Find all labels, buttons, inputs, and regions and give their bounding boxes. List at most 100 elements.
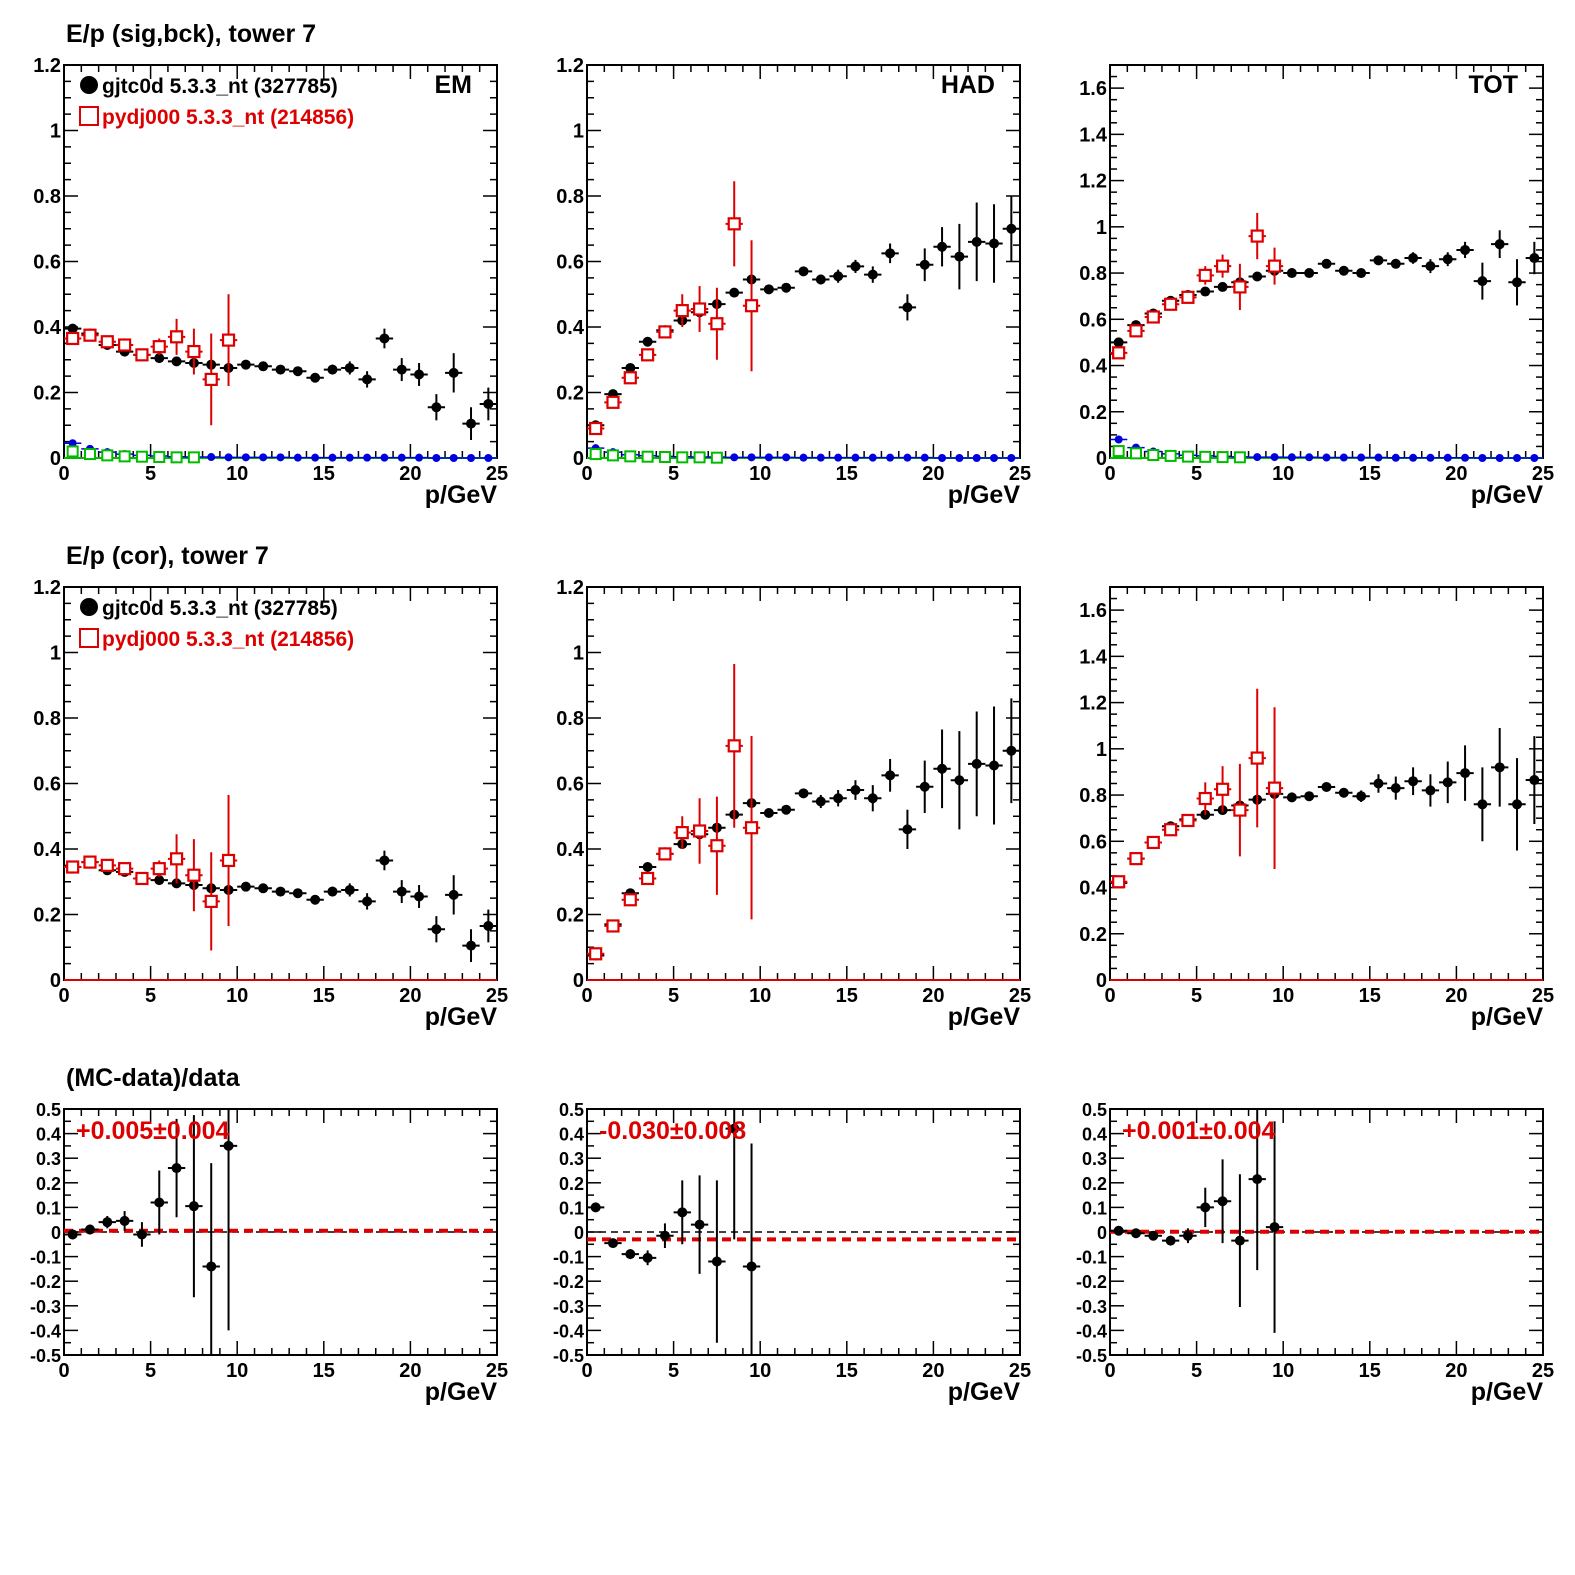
y-tick-label: 0.4 [1079,356,1108,378]
data-point [1165,1235,1176,1246]
bck-data-point [1007,454,1016,462]
x-tick-label: 10 [226,1360,248,1382]
y-tick-label: 0.3 [36,1149,61,1169]
bck-data-point [955,454,964,462]
data-point [171,356,182,367]
fit-result-label: +0.001±0.004 [1122,1117,1276,1145]
data-point [833,793,844,804]
y-tick-label: -0.3 [553,1297,584,1317]
data-point [1373,778,1384,789]
y-tick-label: 0.4 [1082,1125,1107,1145]
data-point [954,251,965,262]
mc-point [692,824,707,838]
mc-point [1146,835,1160,850]
x-tick-label: 15 [836,985,858,1007]
y-tick-label: 0.1 [36,1198,61,1218]
y-tick-label: 0.1 [1082,1198,1107,1218]
x-tick-label: 20 [922,1360,944,1382]
mc-point [204,894,218,909]
y-tick-label: 1 [573,643,584,665]
bck-mc-point [1129,447,1142,460]
data-point [781,804,792,815]
x-tick-label: 5 [1191,1360,1202,1382]
data-point [1512,277,1523,288]
plot-panel: 0 5 10 15 20 25 0 0.2 0.4 0.6 0.8 1 1.2 p/GeV HAD [556,55,1031,509]
y-tick-label: 0 [573,970,584,992]
x-tick-label: 0 [1104,985,1115,1007]
data-point [1321,258,1332,269]
bck-data-point [1339,453,1348,462]
mc-point [83,855,97,869]
x-tick-label: 0 [58,985,69,1007]
bck-data-point [747,453,756,462]
data-point [590,1202,601,1213]
data-point [396,364,407,375]
bck-mc-point [1233,451,1246,464]
x-tick-label: 0 [581,463,592,485]
x-axis-label: p/GeV [425,1003,498,1031]
mc-point [641,871,655,886]
bck-mc-point [589,448,602,461]
data-point [798,266,809,277]
bck-data-point [467,454,476,462]
data-point [344,884,355,895]
mc-point [1129,324,1143,338]
data-point [154,353,165,364]
x-tick-label: 25 [486,985,508,1007]
bck-data-point [328,453,337,462]
y-tick-label: -0.3 [30,1297,61,1317]
bck-data-point [397,453,406,462]
bck-mc-point [606,449,619,462]
data-point [275,364,286,375]
bck-data-point [816,453,825,462]
bck-data-point [1426,453,1435,462]
row-title-ratio: (MC-data)/data [66,1064,240,1092]
bck-data-point [903,453,912,462]
bck-data-point [345,453,354,462]
mc-point [744,821,759,835]
data-point [431,402,442,413]
panel-label: HAD [941,71,995,99]
fit-result-label: -0.030±0.008 [599,1117,746,1145]
y-tick-label: 0 [574,1223,584,1243]
x-tick-label: 15 [1359,1360,1381,1382]
y-tick-label: 0.2 [1079,402,1107,424]
data-point [310,372,321,383]
bck-data-point [851,453,860,462]
y-tick-label: 1.2 [33,577,61,599]
bck-mc-point [1181,450,1194,463]
y-tick-label: 0.8 [1079,785,1107,807]
data-point [1494,239,1505,250]
bck-mc-point [1147,448,1160,461]
x-tick-label: 15 [313,985,335,1007]
mc-point [606,919,620,933]
y-tick-label: 0.6 [1079,831,1107,853]
legend-marker-data [80,598,98,616]
mc-point [1233,280,1247,294]
y-tick-label: 1.2 [1079,693,1107,715]
data-point [625,1249,636,1260]
x-tick-label: 5 [145,463,156,485]
y-tick-label: 0 [51,1223,61,1243]
plot-panel: 0 5 10 15 20 25 0 0.2 0.4 0.6 0.8 1 1.2 p/GeV EM gjtc0d… [33,55,508,509]
bck-data-point [990,454,999,462]
data-point [1113,337,1124,348]
data-point [1460,768,1471,779]
data-point [1390,783,1401,794]
mc-point [1181,813,1195,828]
data-point [1252,1174,1263,1185]
data-point [902,302,913,313]
data-point [1217,281,1228,292]
data-point [1529,253,1540,264]
bck-data-point [68,439,77,448]
data-point [1269,1222,1280,1233]
bck-data-point [1357,453,1366,462]
data-point [310,894,321,905]
data-point [448,889,459,900]
data-point [483,920,494,931]
data-point [1182,1230,1193,1241]
data-point [833,271,844,282]
bck-mc-point [641,450,654,463]
legend-label: gjtc0d 5.3.3_nt (327785) [102,75,338,98]
